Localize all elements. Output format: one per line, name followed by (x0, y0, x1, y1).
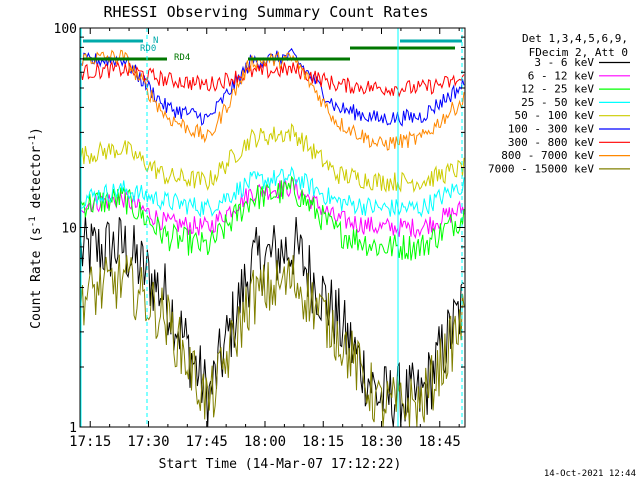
x-tick-label: 17:45 (186, 434, 228, 450)
y-axis-label-sup-2: -1 (28, 135, 38, 146)
series-line-7 (80, 60, 465, 98)
y-axis-label-main: Count Rate (s (29, 227, 44, 329)
y-axis-label-end: ) (29, 127, 44, 135)
legend-header: Det 1,3,4,5,6,9, (522, 32, 628, 45)
y-tick-label: 100 (54, 22, 77, 37)
x-tick-label: 18:30 (360, 434, 402, 450)
series-line-9 (80, 254, 465, 428)
rd4-bar (83, 46, 455, 61)
annotation-n: N (153, 36, 158, 46)
legend-entry-label: 300 - 800 keV (508, 136, 594, 149)
legend-entry-label: 3 - 6 keV (534, 56, 594, 69)
x-tick-label: 18:15 (302, 434, 344, 450)
annotation-rd0: RD0 (140, 44, 156, 54)
y-tick-label: 1 (69, 421, 77, 436)
x-tick-label: 17:15 (69, 434, 111, 450)
legend-header: FDecim 2, Att 0 (529, 46, 628, 59)
timestamp: 14-Oct-2021 12:44 (544, 469, 636, 479)
axis-layer: 17:15 17:30 17:45 18:00 18:15 18:30 18:45 1 10 10… (54, 22, 465, 450)
x-tick-label: 17:30 (127, 434, 169, 450)
legend-entry-label: 50 - 100 keV (515, 109, 595, 122)
legend-entry-label: 25 - 50 keV (521, 96, 594, 109)
series-line-8 (80, 49, 465, 151)
series-layer (80, 47, 465, 428)
series-line-1 (80, 216, 465, 428)
annotation-rd4: RD4 (174, 53, 190, 63)
legend-entry-label: 800 - 7000 keV (501, 149, 594, 162)
series-line-4 (80, 166, 465, 218)
series-line-5 (80, 123, 465, 193)
legend: Det 1,3,4,5,6,9,FDecim 2, Att 03 - 6 keV… (488, 32, 630, 175)
legend-entry-label: 7000 - 15000 keV (488, 162, 594, 175)
x-tick-label: 18:00 (244, 434, 286, 450)
x-tick-label: 18:45 (419, 434, 461, 450)
y-tick-label: 10 (61, 222, 77, 237)
legend-entry-label: 100 - 300 keV (508, 123, 594, 136)
y-axis-label: Count Rate (s-1 detector-1) (28, 127, 44, 329)
series-line-3 (80, 175, 465, 261)
x-axis-label: Start Time (14-Mar-07 17:12:22) (159, 457, 402, 472)
series-line-2 (80, 177, 465, 239)
chart-title: RHESSI Observing Summary Count Rates (103, 3, 428, 21)
y-axis-label-sup-1: -1 (28, 216, 38, 227)
y-axis-label-mid: detector (29, 146, 44, 217)
legend-entry-label: 12 - 25 keV (521, 83, 594, 96)
legend-entry-label: 6 - 12 keV (528, 69, 595, 82)
